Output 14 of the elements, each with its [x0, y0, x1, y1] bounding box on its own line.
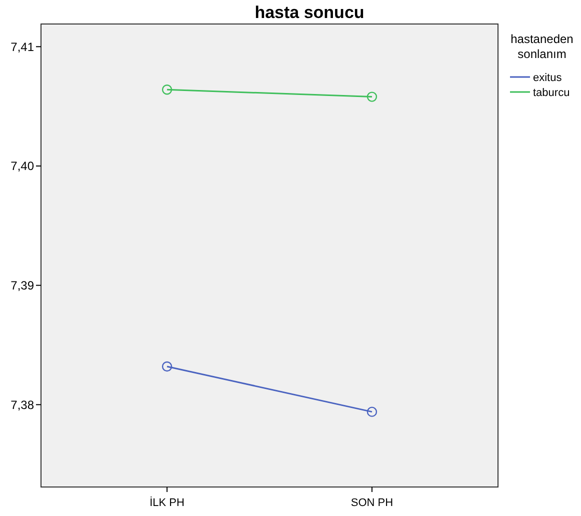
y-tick-label: 7,40 [10, 159, 34, 174]
point [366, 92, 378, 102]
legend-title: hastaneden sonlanım [510, 32, 574, 61]
point [162, 84, 172, 95]
y-tick-label: 7,39 [10, 278, 34, 293]
legend-label: taburcu [533, 86, 570, 99]
y-tick-label: 7,38 [10, 398, 34, 412]
legend-label: exitus [533, 72, 562, 84]
point [366, 406, 378, 417]
chart-title: hasta sonucu [254, 3, 364, 22]
x-tick-label: İLK PH [150, 496, 185, 509]
x-tick-label: SON PH [350, 497, 394, 509]
y-tick-label: 7,41 [10, 40, 34, 54]
point [162, 361, 172, 372]
